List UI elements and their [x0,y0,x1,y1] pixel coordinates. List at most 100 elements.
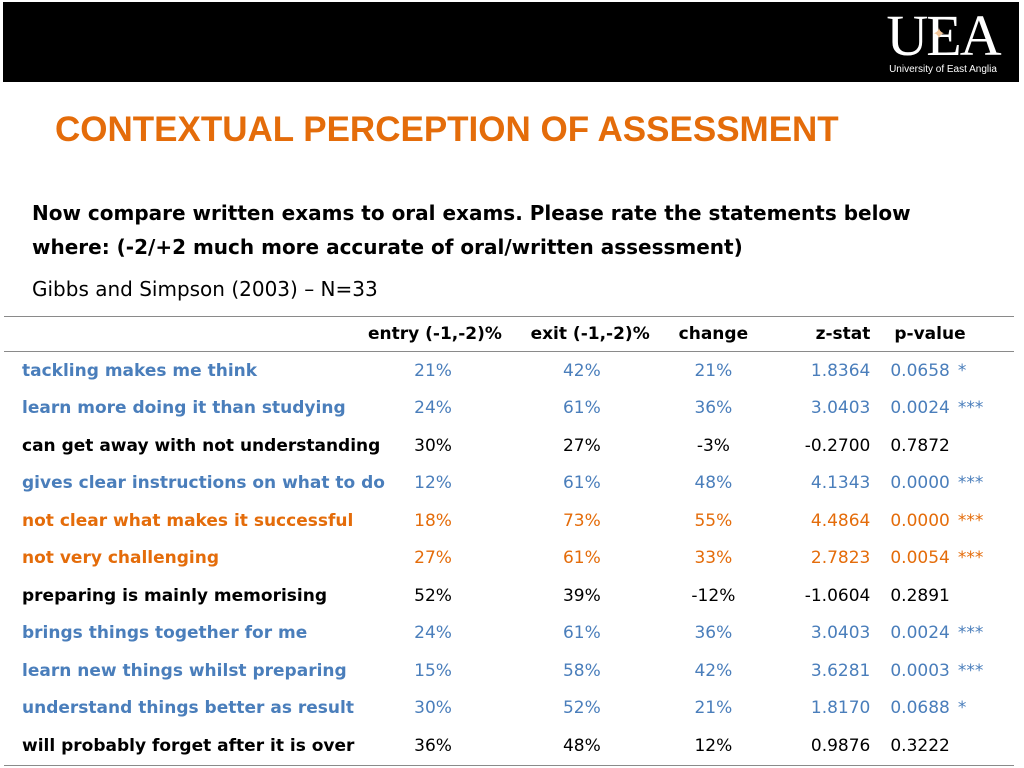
significance-marker: *** [957,398,984,419]
exit-cell: 61% [562,548,601,569]
significance-marker: *** [957,548,984,569]
statement-cell: learn more doing it than studying [22,398,346,419]
change-cell: 42% [694,660,733,681]
change-cell: -12% [691,585,736,606]
exit-cell: 73% [562,510,601,531]
change-cell: -3% [696,435,730,456]
table-row: learn more doing it than studying 24% 61% 3… [4,390,1014,428]
statement-cell: tackling makes me think [22,360,258,381]
prompt-text: Now compare written exams to oral exams.… [32,196,982,264]
entry-cell: 18% [414,510,452,531]
header-p-value: p-value [880,317,1014,352]
slide-title: CONTEXTUAL PERCEPTION OF ASSESSMENT [55,110,839,149]
exit-cell: 39% [562,585,601,606]
exit-cell: 42% [562,360,601,381]
logo-mark: UEA [886,3,1001,68]
change-cell: 36% [694,398,733,419]
p-value: 0.0024 [890,398,950,419]
significance-marker: * [957,698,967,719]
change-cell: 36% [694,623,733,644]
exit-cell: 52% [562,698,601,719]
entry-cell: 24% [414,623,452,644]
significance-marker: * [957,360,967,381]
table-row: not clear what makes it successful 18% 73%… [4,502,1014,540]
z-stat-cell: 0.9876 [769,727,881,766]
statement-cell: preparing is mainly memorising [22,585,327,606]
table-row: understand things better as result 30% 52%… [4,690,1014,728]
p-value: 0.0658 [890,360,950,381]
entry-cell: 27% [414,548,452,569]
exit-cell: 61% [562,473,601,494]
table-row: tackling makes me think 21% 42% 21% 1.8364 0.… [4,352,1014,390]
entry-cell: 21% [414,360,452,381]
table-row: gives clear instructions on what to do 12… [4,465,1014,503]
table-row: brings things together for me 24% 61% 36% 3.… [4,615,1014,653]
table-row: will probably forget after it is over 36%… [4,727,1014,766]
exit-cell: 61% [562,623,601,644]
p-value-cell: 0.0000 *** [880,465,1014,503]
p-value-cell: 0.0024 *** [880,615,1014,653]
significance-marker: *** [957,510,984,531]
p-value: 0.7872 [890,435,950,456]
p-value: 0.0054 [890,548,950,569]
change-cell: 55% [694,510,733,531]
change-cell: 48% [694,473,733,494]
exit-cell: 48% [505,727,658,766]
change-cell: 21% [694,360,733,381]
p-value-cell: 0.0658 * [880,352,1014,390]
results-table: entry (-1,-2)% exit (-1,-2)% change z-st… [4,316,1014,766]
statement-cell: gives clear instructions on what to do [22,473,385,494]
entry-cell: 30% [414,698,452,719]
change-cell: 12% [657,727,770,766]
statement-cell: will probably forget after it is over [4,727,361,766]
entry-cell: 12% [414,473,452,494]
z-stat-cell: 3.0403 [810,398,871,419]
p-value: 0.2891 [890,585,950,606]
header-entry: entry (-1,-2)% [360,317,506,352]
exit-cell: 58% [562,660,601,681]
z-stat-cell: 1.8170 [810,698,871,719]
exit-cell: 61% [562,398,601,419]
table-body: tackling makes me think 21% 42% 21% 1.8364 0.… [4,352,1014,766]
change-cell: 21% [694,698,733,719]
p-value: 0.3222 [890,735,950,756]
p-value-cell: 0.0054 *** [880,540,1014,578]
table-row: learn new things whilst preparing 15% 58% 4… [4,652,1014,690]
z-stat-cell: 4.4864 [810,510,871,531]
citation: Gibbs and Simpson (2003) – N=33 [32,277,378,301]
exit-cell: 27% [562,435,601,456]
statement-cell: learn new things whilst preparing [22,660,347,681]
table-row: can get away with not understanding 30% 27… [4,427,1014,465]
statement-cell: can get away with not understanding [22,435,381,456]
entry-cell: 15% [414,660,452,681]
prompt-line-2: where: (-2/+2 much more accurate of oral… [32,235,743,259]
z-stat-cell: 2.7823 [810,548,871,569]
statement-cell: not clear what makes it successful [22,510,354,531]
p-value-cell: 0.0003 *** [880,652,1014,690]
table-row: not very challenging 27% 61% 33% 2.7823 0.005… [4,540,1014,578]
statement-cell: understand things better as result [22,698,354,719]
star-icon: ✦ [932,26,946,43]
header-statement [4,317,361,352]
p-value-cell: 0.2891 [880,577,1014,615]
z-stat-cell: -0.2700 [804,435,871,456]
p-value-cell: 0.0000 *** [880,502,1014,540]
significance-marker: *** [957,623,984,644]
change-cell: 33% [694,548,733,569]
z-stat-cell: 1.8364 [810,360,871,381]
table-row: preparing is mainly memorising 52% 39% -12%… [4,577,1014,615]
p-value-cell: 0.0024 *** [880,390,1014,428]
entry-cell: 30% [414,435,452,456]
p-value: 0.0003 [890,660,950,681]
entry-cell: 36% [360,727,506,766]
entry-cell: 24% [414,398,452,419]
statement-cell: brings things together for me [22,623,308,644]
z-stat-cell: 3.0403 [810,623,871,644]
p-value: 0.0024 [890,623,950,644]
p-value: 0.0000 [890,473,950,494]
prompt-line-1: Now compare written exams to oral exams.… [32,201,911,225]
significance-marker: *** [957,660,984,681]
header-z-stat: z-stat [769,317,881,352]
uea-logo: UEA ✦ University of East Anglia [883,3,1003,78]
p-value-cell: 0.0688 * [880,690,1014,728]
